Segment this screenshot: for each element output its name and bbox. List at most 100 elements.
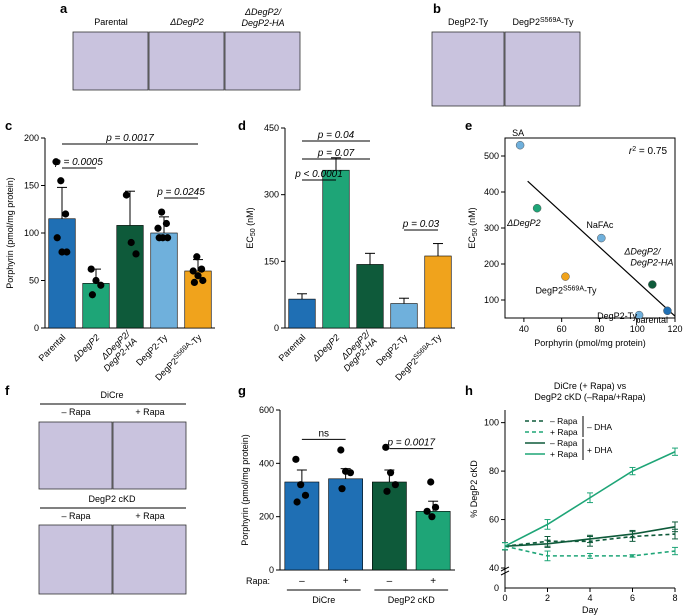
bar — [328, 478, 363, 571]
category-label: ΔDegP2 — [310, 332, 342, 364]
label-ddegp2: ΔDegP2 — [169, 17, 204, 27]
y-axis-label: Porphyrin (pmol/mg protein) — [5, 177, 15, 289]
scatter-point — [597, 233, 606, 243]
bar — [322, 169, 350, 329]
label-degp2-ty: DegP2-Ty — [448, 17, 489, 27]
micrograph-complement — [224, 31, 301, 91]
condition-label: – — [387, 576, 393, 587]
label-dicre: DiCre — [100, 390, 123, 400]
micrograph-degp2-ty — [431, 31, 505, 107]
y-tick-label: 0 — [494, 583, 499, 593]
legend-label: – Rapa — [550, 438, 578, 448]
axis-break — [500, 570, 510, 576]
data-point — [92, 276, 100, 285]
y-tick-label: 300 — [264, 190, 279, 200]
data-point — [190, 278, 198, 286]
micrograph-ckd-plus — [112, 524, 187, 595]
legend-group-label: – DHA — [587, 422, 612, 432]
data-point — [132, 250, 140, 258]
bar — [288, 298, 316, 329]
y-tick-label: 400 — [484, 187, 499, 197]
bar — [184, 270, 212, 329]
panel-letter-f: f — [5, 383, 10, 398]
y-tick-label: 0 — [34, 323, 39, 333]
data-point — [162, 219, 170, 228]
p-value-label: p = 0.0017 — [105, 133, 154, 144]
data-point — [423, 507, 431, 515]
p-value-label: p = 0.04 — [317, 130, 355, 141]
label-degp2-ckd: DegP2 cKD — [88, 494, 136, 504]
y-tick-label: 150 — [264, 256, 279, 266]
bar — [48, 218, 76, 329]
p-value-label: p = 0.0017 — [386, 438, 435, 449]
p-value-label: p = 0.03 — [402, 219, 440, 230]
data-point — [337, 446, 345, 454]
point-label: ΔDegP2/DegP2-HA — [623, 247, 673, 268]
legend-label: – Rapa — [550, 416, 578, 426]
y-tick-label: 0 — [269, 565, 274, 575]
data-point — [194, 272, 202, 280]
label-dicre-plus-rapa: + Rapa — [135, 407, 164, 417]
data-point — [301, 491, 310, 499]
label-parental: Parental — [94, 17, 128, 27]
data-point — [87, 265, 95, 273]
x-tick-label: 6 — [630, 593, 635, 603]
label-ckd-plus-rapa: + Rapa — [135, 511, 164, 521]
y-tick-label: 100 — [24, 228, 39, 238]
panel-a: Parental ΔDegP2 ΔDegP2/ DegP2-HA — [72, 7, 301, 91]
x-tick-label: 120 — [667, 324, 682, 334]
category-label: DegP2-Ty — [374, 332, 410, 368]
scatter-point — [634, 310, 644, 320]
category-label: ΔDegP2/DegP2-HA — [94, 328, 140, 374]
category-label: Parental — [277, 332, 308, 363]
panel-b: DegP2-Ty DegP2S569A-Ty — [431, 17, 581, 107]
data-point — [391, 481, 399, 489]
data-point — [127, 238, 135, 247]
data-point — [431, 503, 440, 511]
axis-break — [500, 566, 510, 572]
y-tick-label: 150 — [24, 181, 39, 191]
category-label: ΔDegP2 — [70, 332, 102, 364]
panel-letter-b: b — [433, 1, 441, 16]
label-ckd-minus-rapa: – Rapa — [61, 511, 90, 521]
y-axis-label: EC50 (nM) — [467, 207, 479, 248]
x-tick-label: 8 — [672, 593, 677, 603]
data-point — [427, 478, 435, 486]
bar — [284, 481, 320, 571]
point-label: DegP2S569A-Ty — [535, 286, 597, 296]
p-value-label: p = 0.0005 — [54, 157, 103, 168]
x-tick-label: 100 — [630, 324, 645, 334]
r-squared-label: r2 = 0.75 — [629, 146, 668, 157]
label-complement-line2: DegP2-HA — [241, 18, 284, 28]
micrograph-dicre-minus — [38, 421, 113, 490]
data-point — [88, 291, 96, 299]
point-label: SA — [512, 128, 524, 138]
fit-line — [527, 180, 676, 317]
chart-title-line1: DiCre (+ Rapa) vs — [554, 381, 627, 391]
bar — [82, 283, 110, 329]
point-label: NaFAc — [586, 220, 614, 230]
y-tick-label: 100 — [484, 295, 499, 305]
data-point — [193, 253, 201, 261]
y-tick-label: 450 — [264, 123, 279, 133]
bar — [415, 511, 451, 571]
label-complement-line1: ΔDegP2/ — [244, 7, 283, 17]
micrograph-s569a-ty — [504, 31, 581, 107]
category-label: ΔDegP2/DegP2-HA — [334, 328, 380, 374]
group-label: DiCre — [312, 595, 335, 605]
data-point — [53, 234, 61, 242]
panel-f: DiCre – Rapa + Rapa DegP2 cKD – Rapa + R… — [38, 390, 187, 595]
group-label: DegP2 cKD — [388, 595, 436, 605]
scatter-point — [648, 280, 657, 289]
data-point — [297, 481, 305, 489]
data-point — [338, 485, 346, 493]
bar — [356, 264, 384, 329]
y-tick-label: 100 — [484, 418, 499, 428]
data-point — [52, 158, 60, 166]
p-value-label: p = 0.07 — [317, 148, 355, 159]
point-label: ΔDegP2 — [506, 218, 541, 228]
x-tick-label: 40 — [519, 324, 529, 334]
panel-letter-c: c — [5, 118, 12, 133]
y-axis-label: EC50 (nM) — [245, 207, 257, 248]
